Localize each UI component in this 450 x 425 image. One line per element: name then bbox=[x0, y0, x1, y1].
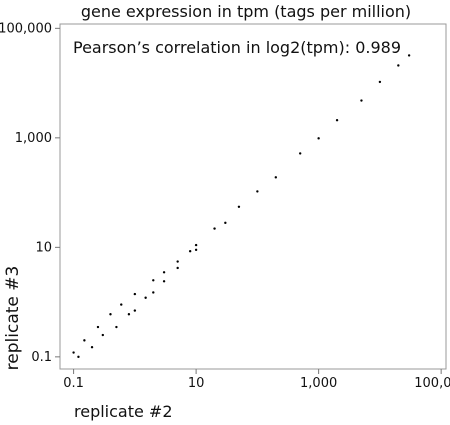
data-point bbox=[133, 292, 137, 296]
data-point bbox=[407, 54, 411, 57]
data-point bbox=[144, 296, 147, 299]
data-point bbox=[256, 190, 259, 193]
data-point bbox=[194, 248, 198, 252]
x-tick-label: 0.1 bbox=[63, 376, 84, 391]
plot-frame bbox=[59, 23, 447, 370]
data-point bbox=[188, 250, 192, 253]
data-point bbox=[274, 176, 278, 179]
data-point bbox=[101, 333, 105, 337]
x-tick-label: 10 bbox=[188, 376, 205, 391]
data-point bbox=[83, 339, 86, 342]
data-point bbox=[335, 119, 339, 122]
data-point bbox=[237, 205, 241, 209]
points-group bbox=[72, 54, 411, 359]
data-point bbox=[317, 137, 320, 140]
data-point bbox=[213, 227, 216, 230]
data-point bbox=[176, 260, 179, 263]
data-point bbox=[77, 355, 80, 359]
x-tick-label: 1,000 bbox=[300, 376, 337, 391]
data-point bbox=[176, 266, 179, 270]
data-point bbox=[360, 99, 363, 102]
data-point bbox=[127, 313, 131, 316]
y-axis-label: replicate #3 bbox=[3, 266, 23, 371]
data-point bbox=[72, 351, 75, 354]
chart-title: gene expression in tpm (tags per million… bbox=[81, 2, 411, 21]
data-point bbox=[90, 346, 94, 349]
data-point bbox=[109, 313, 112, 316]
y-tick-label: 0.1 bbox=[31, 350, 52, 365]
data-point bbox=[162, 280, 166, 283]
x-axis-label: replicate #2 bbox=[74, 402, 173, 421]
data-point bbox=[152, 291, 155, 294]
data-point bbox=[194, 243, 198, 247]
y-axis: 0.1 10 1,000 100,000 bbox=[0, 21, 60, 365]
data-point bbox=[120, 303, 123, 306]
data-point bbox=[224, 221, 227, 225]
data-point bbox=[298, 152, 302, 155]
y-tick-label: 10 bbox=[35, 240, 52, 255]
y-tick-label: 1,000 bbox=[15, 131, 52, 146]
y-tick-label: 100,000 bbox=[0, 21, 52, 36]
x-tick-label: 100,000 bbox=[414, 376, 450, 391]
x-axis: 0.1 10 1,000 100,000 bbox=[63, 369, 450, 391]
data-point bbox=[378, 80, 382, 84]
data-point bbox=[133, 309, 137, 312]
data-point bbox=[152, 279, 155, 282]
data-point bbox=[96, 325, 100, 329]
data-point bbox=[162, 271, 166, 274]
plot-area bbox=[59, 23, 447, 370]
data-point bbox=[115, 325, 118, 329]
data-point bbox=[397, 64, 400, 67]
correlation-annotation: Pearson’s correlation in log2(tpm): 0.98… bbox=[73, 38, 401, 57]
